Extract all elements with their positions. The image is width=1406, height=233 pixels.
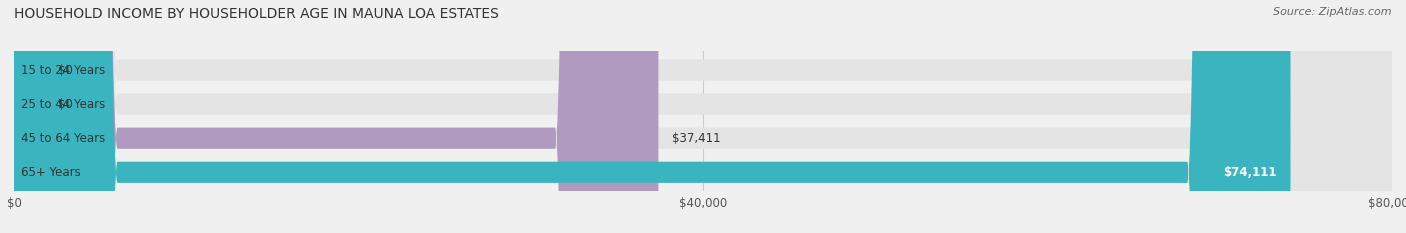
FancyBboxPatch shape — [14, 0, 1392, 233]
Text: 15 to 24 Years: 15 to 24 Years — [21, 64, 105, 76]
Text: $0: $0 — [58, 98, 73, 111]
Text: $74,111: $74,111 — [1223, 166, 1277, 179]
FancyBboxPatch shape — [10, 0, 48, 233]
Text: $37,411: $37,411 — [672, 132, 721, 145]
Text: 45 to 64 Years: 45 to 64 Years — [21, 132, 105, 145]
Text: 65+ Years: 65+ Years — [21, 166, 80, 179]
FancyBboxPatch shape — [14, 0, 1392, 233]
Text: Source: ZipAtlas.com: Source: ZipAtlas.com — [1274, 7, 1392, 17]
FancyBboxPatch shape — [14, 0, 1392, 233]
Text: $0: $0 — [58, 64, 73, 76]
FancyBboxPatch shape — [14, 0, 1392, 233]
Text: HOUSEHOLD INCOME BY HOUSEHOLDER AGE IN MAUNA LOA ESTATES: HOUSEHOLD INCOME BY HOUSEHOLDER AGE IN M… — [14, 7, 499, 21]
FancyBboxPatch shape — [14, 0, 1291, 233]
FancyBboxPatch shape — [14, 0, 658, 233]
Text: 25 to 44 Years: 25 to 44 Years — [21, 98, 105, 111]
FancyBboxPatch shape — [10, 0, 48, 233]
